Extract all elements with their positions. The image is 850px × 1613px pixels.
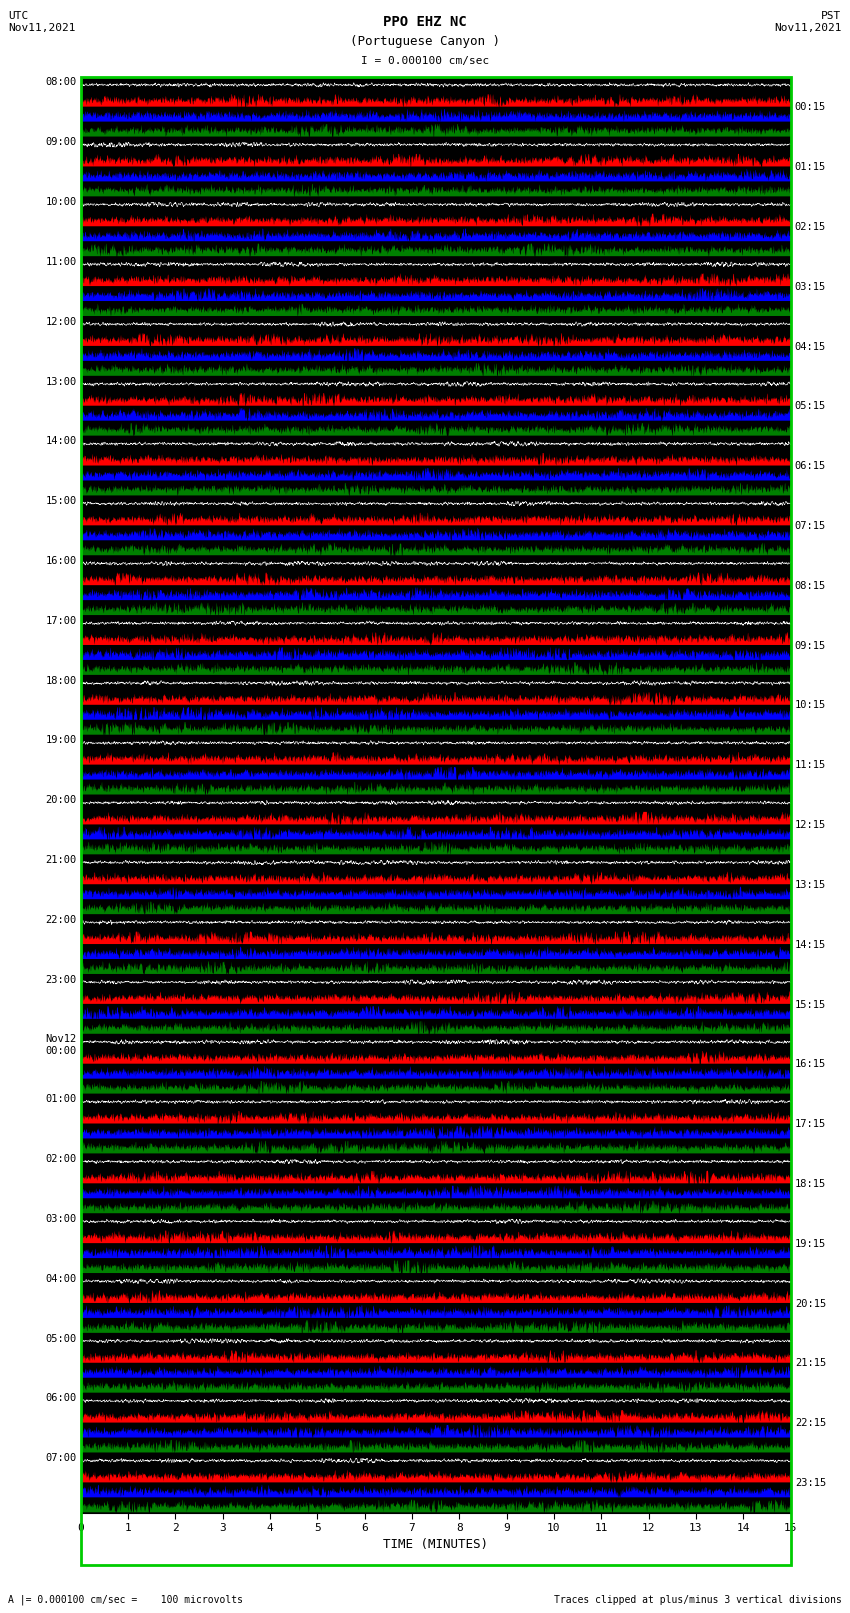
Text: 15:00: 15:00 (45, 497, 76, 506)
Text: 16:00: 16:00 (45, 556, 76, 566)
Text: 00:15: 00:15 (795, 102, 826, 113)
Text: 07:00: 07:00 (45, 1453, 76, 1463)
Text: 04:00: 04:00 (45, 1274, 76, 1284)
Text: 05:00: 05:00 (45, 1334, 76, 1344)
Text: 16:15: 16:15 (795, 1060, 826, 1069)
Text: 11:00: 11:00 (45, 256, 76, 266)
Text: 03:00: 03:00 (45, 1215, 76, 1224)
Text: 17:15: 17:15 (795, 1119, 826, 1129)
Text: 19:15: 19:15 (795, 1239, 826, 1248)
Text: Traces clipped at plus/minus 3 vertical divisions: Traces clipped at plus/minus 3 vertical … (553, 1595, 842, 1605)
Text: 08:15: 08:15 (795, 581, 826, 590)
X-axis label: TIME (MINUTES): TIME (MINUTES) (383, 1537, 488, 1550)
Text: 09:00: 09:00 (45, 137, 76, 147)
Text: 21:15: 21:15 (795, 1358, 826, 1368)
Text: 18:15: 18:15 (795, 1179, 826, 1189)
Text: 22:15: 22:15 (795, 1418, 826, 1428)
Text: 13:15: 13:15 (795, 881, 826, 890)
Text: 18:00: 18:00 (45, 676, 76, 686)
Text: 01:15: 01:15 (795, 163, 826, 173)
Text: 10:00: 10:00 (45, 197, 76, 206)
Text: 10:15: 10:15 (795, 700, 826, 710)
Text: 09:15: 09:15 (795, 640, 826, 650)
Text: 15:15: 15:15 (795, 1000, 826, 1010)
Text: 12:00: 12:00 (45, 316, 76, 327)
Text: 23:00: 23:00 (45, 974, 76, 984)
Text: 13:00: 13:00 (45, 376, 76, 387)
Text: 03:15: 03:15 (795, 282, 826, 292)
Text: 06:15: 06:15 (795, 461, 826, 471)
Text: 14:15: 14:15 (795, 940, 826, 950)
Text: 20:15: 20:15 (795, 1298, 826, 1308)
Text: A |= 0.000100 cm/sec =    100 microvolts: A |= 0.000100 cm/sec = 100 microvolts (8, 1594, 243, 1605)
Text: 23:15: 23:15 (795, 1478, 826, 1489)
Text: I = 0.000100 cm/sec: I = 0.000100 cm/sec (361, 56, 489, 66)
Text: 01:00: 01:00 (45, 1094, 76, 1105)
Text: 11:15: 11:15 (795, 760, 826, 771)
Text: 20:00: 20:00 (45, 795, 76, 805)
Text: 04:15: 04:15 (795, 342, 826, 352)
Text: Nov12
00:00: Nov12 00:00 (45, 1034, 76, 1057)
Text: 14:00: 14:00 (45, 436, 76, 447)
Text: 19:00: 19:00 (45, 736, 76, 745)
Text: PST
Nov11,2021: PST Nov11,2021 (774, 11, 842, 32)
Text: 12:15: 12:15 (795, 819, 826, 831)
Text: 22:00: 22:00 (45, 915, 76, 924)
Text: UTC
Nov11,2021: UTC Nov11,2021 (8, 11, 76, 32)
Text: 05:15: 05:15 (795, 402, 826, 411)
Text: 02:00: 02:00 (45, 1155, 76, 1165)
Text: 02:15: 02:15 (795, 223, 826, 232)
Text: PPO EHZ NC: PPO EHZ NC (383, 15, 467, 29)
Text: 07:15: 07:15 (795, 521, 826, 531)
Text: 21:00: 21:00 (45, 855, 76, 865)
Text: (Portuguese Canyon ): (Portuguese Canyon ) (350, 35, 500, 48)
Text: 08:00: 08:00 (45, 77, 76, 87)
Text: 06:00: 06:00 (45, 1394, 76, 1403)
Text: 17:00: 17:00 (45, 616, 76, 626)
